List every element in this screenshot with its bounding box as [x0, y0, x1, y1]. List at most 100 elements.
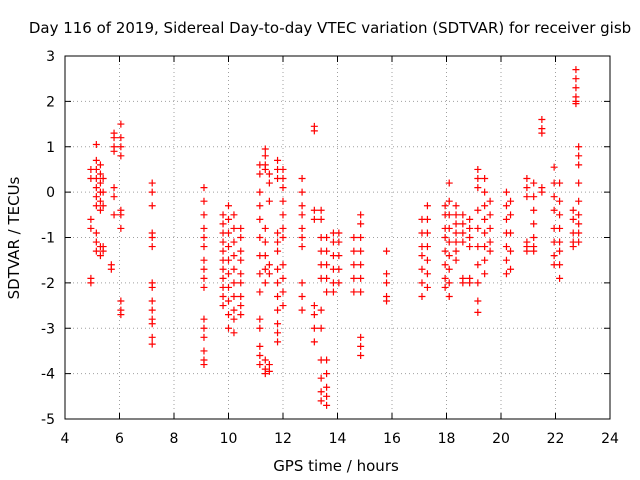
data-point	[200, 234, 208, 241]
data-point	[572, 75, 580, 83]
x-axis-label: GPS time / hours	[273, 457, 399, 475]
data-point	[350, 261, 358, 269]
data-point	[148, 179, 156, 187]
data-point	[237, 256, 245, 264]
data-point	[99, 188, 107, 196]
data-point	[538, 116, 546, 124]
data-point	[323, 288, 331, 296]
data-point	[256, 342, 264, 350]
data-point	[323, 247, 331, 255]
data-point	[219, 211, 227, 219]
data-point	[459, 211, 467, 219]
data-point	[200, 197, 208, 205]
data-point	[572, 66, 580, 74]
data-point	[323, 401, 331, 409]
data-point	[441, 202, 449, 210]
data-point	[335, 229, 343, 237]
data-point	[350, 274, 358, 282]
data-point	[225, 311, 232, 319]
x-tick-label: 4	[61, 431, 70, 447]
data-point	[502, 202, 510, 210]
data-point	[298, 279, 306, 287]
data-point	[335, 265, 343, 273]
data-point	[274, 329, 282, 337]
x-tick-label: 18	[438, 431, 456, 447]
data-point	[279, 234, 287, 241]
data-point	[256, 361, 264, 369]
data-point	[569, 243, 577, 251]
data-point	[310, 215, 318, 223]
x-tick-label: 14	[329, 431, 347, 447]
data-point	[237, 270, 245, 278]
data-point	[274, 338, 282, 346]
data-point	[459, 229, 467, 237]
data-point	[256, 202, 264, 210]
data-point	[474, 206, 482, 214]
data-point	[575, 179, 583, 187]
data-point	[87, 279, 95, 287]
data-point	[148, 234, 156, 241]
y-tick-label: 2	[46, 94, 55, 110]
data-point	[481, 243, 489, 251]
data-point	[298, 175, 306, 183]
data-point	[200, 211, 208, 219]
data-point	[110, 134, 118, 142]
data-point	[530, 179, 538, 187]
data-point	[99, 247, 107, 255]
data-point	[317, 215, 325, 223]
data-point	[200, 333, 208, 341]
data-point	[298, 188, 306, 196]
data-point	[279, 211, 287, 219]
data-point	[256, 315, 264, 323]
data-point	[383, 247, 391, 255]
data-point	[117, 152, 125, 160]
data-point	[317, 206, 325, 214]
data-point	[335, 238, 343, 246]
data-point	[274, 247, 282, 255]
data-point	[481, 202, 489, 210]
data-point	[323, 392, 331, 400]
data-point	[92, 229, 100, 237]
data-point	[148, 340, 156, 348]
data-point	[445, 265, 453, 273]
data-point	[556, 274, 564, 282]
data-point	[92, 165, 100, 173]
data-point	[317, 388, 325, 396]
data-point	[323, 356, 331, 364]
data-point	[418, 252, 426, 260]
data-point	[502, 243, 510, 251]
data-point	[507, 247, 515, 255]
data-point	[317, 397, 325, 405]
data-point	[310, 311, 318, 319]
data-point	[96, 252, 104, 260]
data-point	[92, 156, 100, 164]
data-point	[350, 234, 358, 241]
chart-title: Day 116 of 2019, Sidereal Day-to-day VTE…	[29, 19, 631, 37]
data-point	[445, 238, 453, 246]
data-point	[530, 220, 538, 228]
data-point	[274, 156, 282, 164]
data-point	[423, 283, 431, 291]
data-point	[507, 265, 515, 273]
data-point	[265, 179, 273, 187]
data-point	[225, 270, 232, 278]
data-point	[117, 224, 125, 232]
data-point	[459, 279, 467, 287]
x-tick-label: 12	[274, 431, 292, 447]
data-point	[110, 193, 118, 201]
x-tick-label: 20	[492, 431, 510, 447]
data-point	[219, 220, 227, 228]
data-point	[418, 279, 426, 287]
data-point	[110, 184, 118, 192]
data-point	[237, 224, 245, 232]
data-point	[481, 270, 489, 278]
data-point	[230, 329, 238, 337]
data-point	[148, 333, 156, 341]
data-point	[445, 279, 453, 287]
data-point	[99, 202, 107, 210]
data-point	[383, 270, 391, 278]
data-point	[298, 224, 306, 232]
data-point	[423, 215, 431, 223]
data-point	[538, 129, 546, 137]
data-point	[383, 297, 391, 305]
